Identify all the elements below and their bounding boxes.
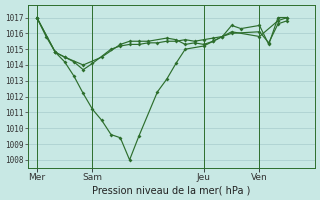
X-axis label: Pression niveau de la mer( hPa ): Pression niveau de la mer( hPa ) xyxy=(92,185,251,195)
